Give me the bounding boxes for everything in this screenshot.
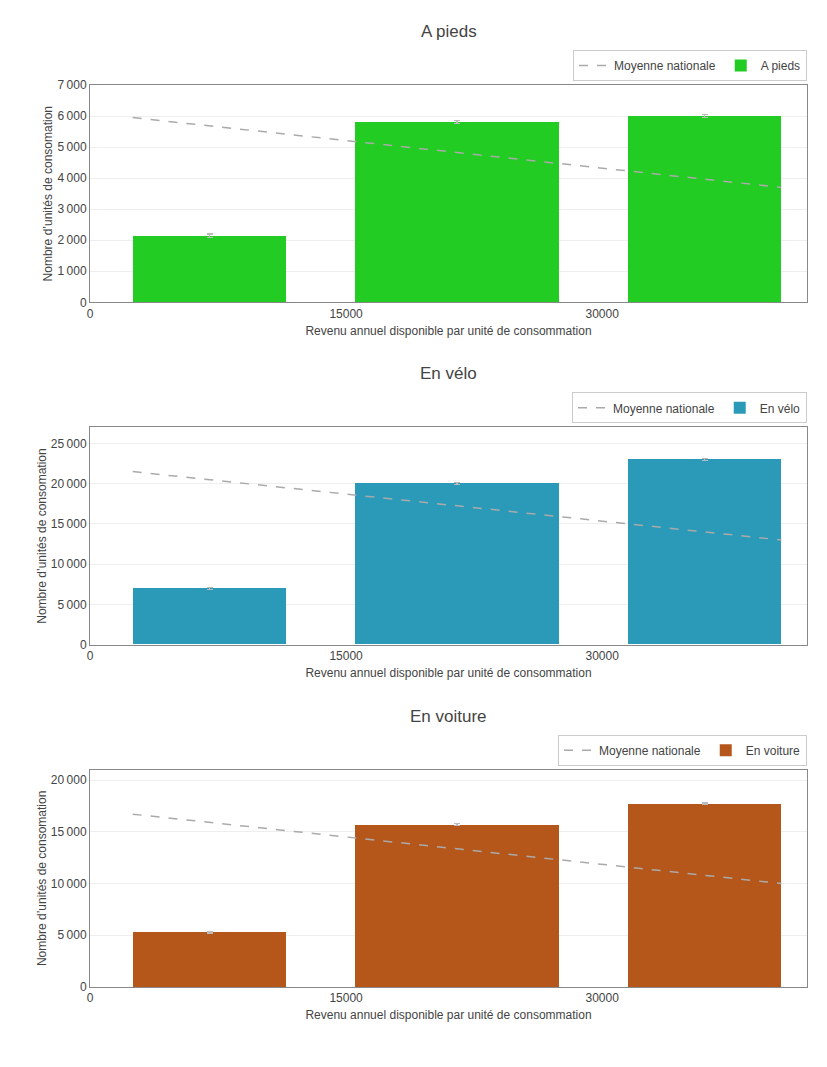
svg-text:5 000: 5 000 bbox=[57, 598, 86, 612]
svg-text:En vélo: En vélo bbox=[760, 402, 800, 416]
svg-text:5 000: 5 000 bbox=[57, 928, 86, 942]
svg-text:3 000: 3 000 bbox=[57, 202, 86, 216]
svg-text:5 000: 5 000 bbox=[57, 140, 86, 154]
svg-text:15000: 15000 bbox=[329, 991, 363, 1005]
svg-text:1 000: 1 000 bbox=[57, 264, 86, 278]
svg-text:10 000: 10 000 bbox=[51, 557, 87, 571]
svg-text:Revenu annuel disponible par u: Revenu annuel disponible par unité de co… bbox=[305, 1008, 591, 1022]
svg-text:15 000: 15 000 bbox=[51, 825, 87, 839]
svg-text:20 000: 20 000 bbox=[51, 773, 87, 787]
svg-text:Nombre d’unités de consomation: Nombre d’unités de consomation bbox=[41, 106, 55, 281]
svg-text:Revenu annuel disponible par u: Revenu annuel disponible par unité de co… bbox=[305, 666, 591, 680]
svg-text:30000: 30000 bbox=[585, 991, 619, 1005]
svg-text:0: 0 bbox=[80, 296, 87, 310]
svg-text:0: 0 bbox=[87, 649, 94, 663]
svg-text:20 000: 20 000 bbox=[51, 477, 87, 491]
svg-text:Moyenne nationale: Moyenne nationale bbox=[599, 744, 701, 758]
svg-text:0: 0 bbox=[87, 307, 94, 321]
svg-text:15000: 15000 bbox=[329, 649, 363, 663]
svg-text:En voiture: En voiture bbox=[410, 707, 487, 726]
svg-text:15000: 15000 bbox=[329, 307, 363, 321]
svg-text:Moyenne nationale: Moyenne nationale bbox=[613, 402, 715, 416]
svg-text:6 000: 6 000 bbox=[57, 109, 86, 123]
svg-text:0: 0 bbox=[80, 638, 87, 652]
svg-text:En voiture: En voiture bbox=[746, 744, 800, 758]
svg-text:A pieds: A pieds bbox=[761, 59, 800, 73]
svg-text:En vélo: En vélo bbox=[420, 364, 477, 383]
svg-text:A pieds: A pieds bbox=[421, 22, 477, 41]
svg-text:Nombre d’unités de consomation: Nombre d’unités de consomation bbox=[35, 791, 49, 966]
svg-text:0: 0 bbox=[80, 980, 87, 994]
svg-text:10 000: 10 000 bbox=[51, 877, 87, 891]
svg-text:30000: 30000 bbox=[585, 307, 619, 321]
svg-text:Nombre d’unités de consomation: Nombre d’unités de consomation bbox=[35, 448, 49, 623]
svg-text:15 000: 15 000 bbox=[51, 517, 87, 531]
svg-text:2 000: 2 000 bbox=[57, 233, 86, 247]
svg-text:4 000: 4 000 bbox=[57, 171, 86, 185]
svg-text:7 000: 7 000 bbox=[57, 78, 86, 92]
svg-text:0: 0 bbox=[87, 991, 94, 1005]
svg-text:25 000: 25 000 bbox=[51, 437, 87, 451]
svg-text:Moyenne nationale: Moyenne nationale bbox=[614, 59, 716, 73]
svg-text:30000: 30000 bbox=[585, 649, 619, 663]
svg-text:Revenu annuel disponible par u: Revenu annuel disponible par unité de co… bbox=[305, 324, 591, 338]
